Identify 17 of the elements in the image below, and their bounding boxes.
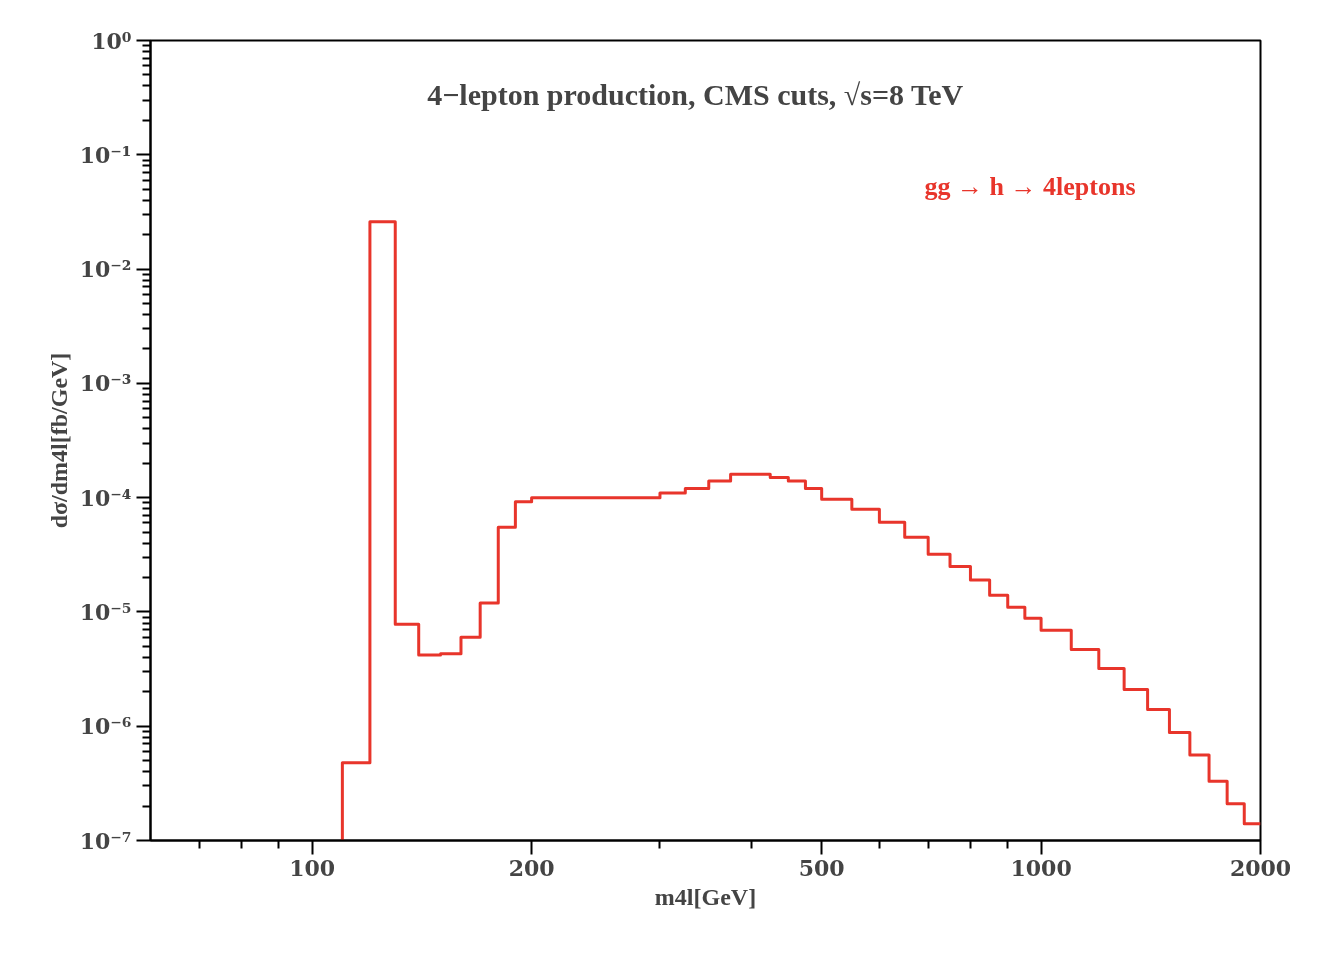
y-tick-label: 10⁻³ [79,370,132,397]
text: 4−lepton production, CMS cuts, √s=8 TeV [427,77,964,111]
x-tick-label: 1000 [1010,854,1072,881]
y-tick-label: 10⁰ [91,27,132,54]
text: gg → h → 4leptons [924,171,1136,201]
x-tick-label: 2000 [1229,854,1292,881]
y-tick-label: 10⁻² [79,256,132,283]
x-tick-label: 100 [289,854,336,881]
y-axis-title: dσ/dm4l[fb/GeV] [45,352,72,529]
y-tick-label: 10⁻⁷ [79,827,132,854]
x-tick-label: 500 [798,854,845,881]
y-tick-label: 10⁻⁵ [79,598,132,625]
y-tick-label: 10⁻⁶ [79,713,132,740]
y-tick-label: 10⁻¹ [79,141,132,168]
y-tick-label: 10⁻⁴ [79,484,132,511]
x-tick-label: 200 [508,854,555,881]
x-axis-title: m4l[GeV] [654,883,757,910]
